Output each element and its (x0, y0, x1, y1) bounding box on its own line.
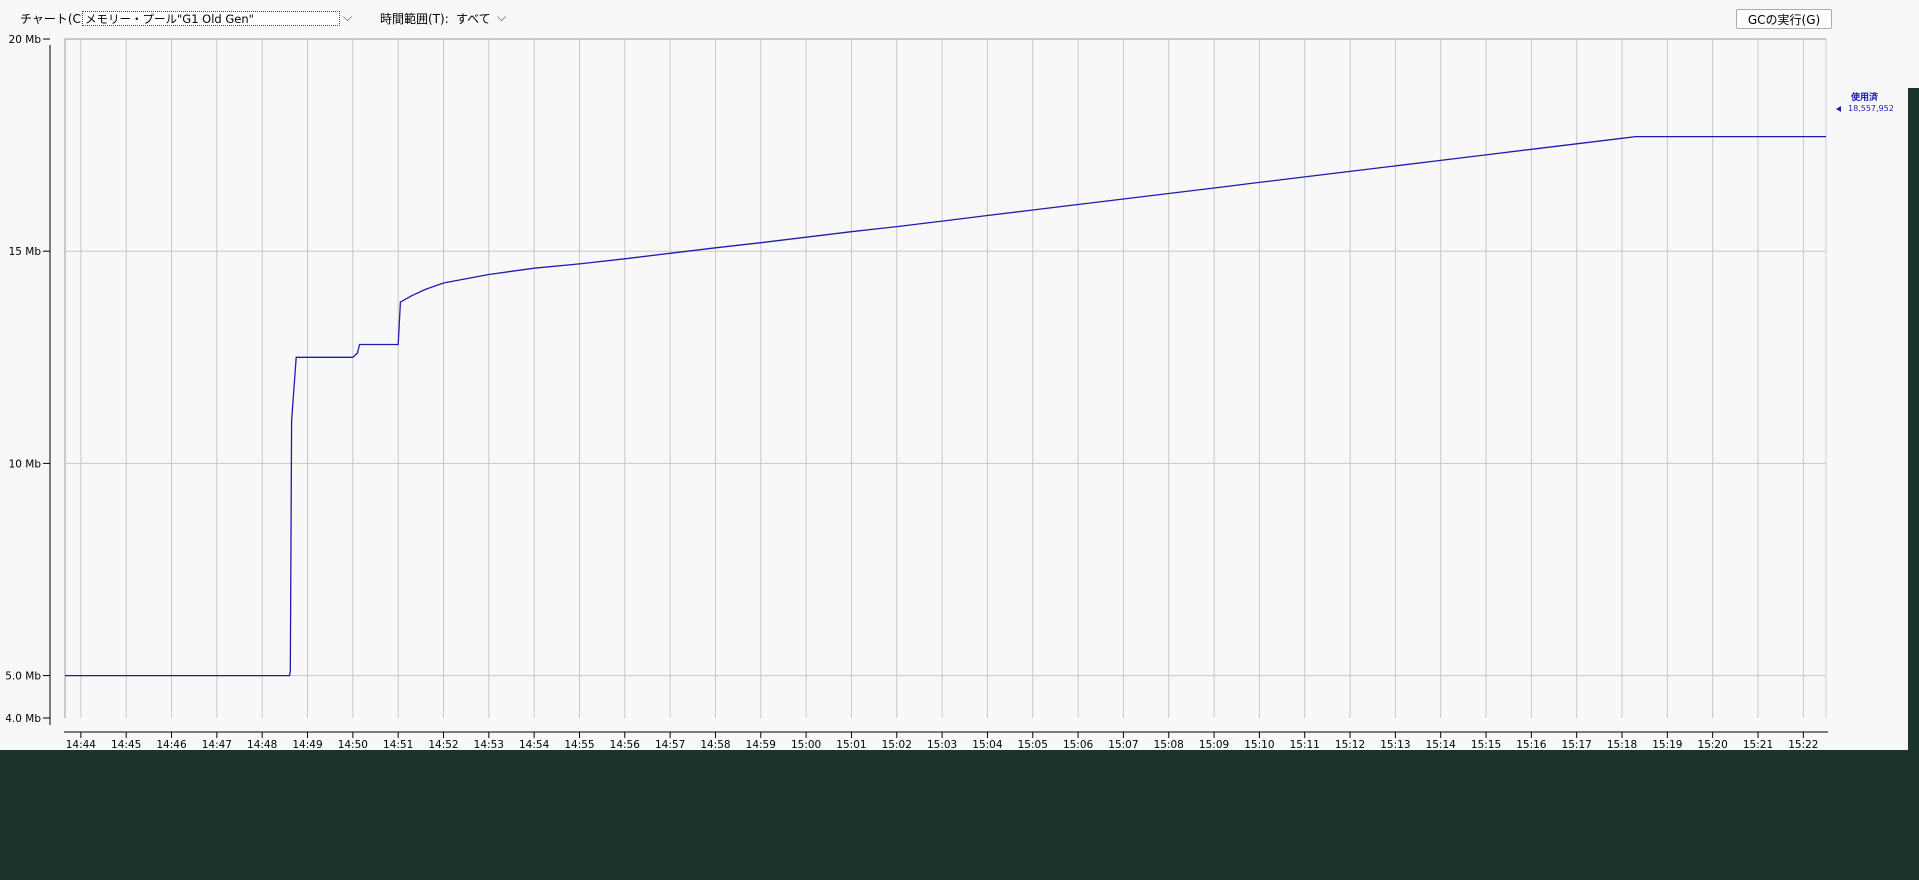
x-tick-label: 15:00 (791, 739, 821, 750)
x-tick-label: 14:47 (202, 739, 232, 750)
x-tick-label: 14:56 (610, 739, 641, 750)
x-tick-label: 15:19 (1652, 739, 1682, 750)
chart-selector-label: チャート(C): (20, 12, 90, 26)
x-tick-label: 15:18 (1607, 739, 1637, 750)
x-tick-label: 15:14 (1426, 739, 1457, 750)
x-tick-label: 14:45 (111, 739, 141, 750)
legend-current-value: 18,557,952 (1848, 104, 1894, 113)
chevron-down-icon[interactable]: ⌵ (343, 10, 353, 24)
x-tick-label: 15:22 (1788, 739, 1818, 750)
x-tick-label: 14:57 (655, 739, 685, 750)
x-tick-label: 15:20 (1698, 739, 1728, 750)
x-tick-label: 15:08 (1154, 739, 1184, 750)
x-tick-label: 15:15 (1471, 739, 1501, 750)
x-tick-label: 15:21 (1743, 739, 1773, 750)
triangle-left-icon (1836, 106, 1841, 112)
chevron-down-icon[interactable]: ⌵ (497, 10, 507, 24)
x-tick-label: 15:12 (1335, 739, 1365, 750)
x-tick-label: 15:13 (1380, 739, 1410, 750)
x-tick-label: 14:44 (66, 739, 97, 750)
x-tick-label: 15:17 (1562, 739, 1592, 750)
x-tick-label: 15:09 (1199, 739, 1229, 750)
x-tick-label: 14:48 (247, 739, 277, 750)
chart-selector-combobox[interactable]: メモリー・プール"G1 Old Gen" (82, 11, 340, 26)
x-tick-label: 15:16 (1516, 739, 1547, 750)
x-tick-label: 14:52 (428, 739, 458, 750)
y-tick-label: 5.0 Mb (5, 671, 41, 683)
x-tick-label: 14:50 (338, 739, 368, 750)
x-tick-label: 14:46 (156, 739, 187, 750)
y-tick-label: 10 Mb (9, 458, 42, 470)
x-tick-label: 15:06 (1063, 739, 1094, 750)
x-tick-label: 15:07 (1108, 739, 1138, 750)
y-axis-ticks: 4.0 Mb 5.0 Mb 10 Mb 15 Mb 20 Mb (5, 34, 50, 725)
window-edge (1908, 88, 1919, 750)
x-tick-label: 14:55 (564, 739, 594, 750)
memory-chart-panel: チャート(C): メモリー・プール"G1 Old Gen" ⌵ 時間範囲(T):… (0, 0, 1919, 750)
x-tick-label: 15:10 (1244, 739, 1274, 750)
legend-series-name: 使用済 (1850, 91, 1879, 103)
x-tick-label: 14:54 (519, 739, 550, 750)
x-tick-label: 14:51 (383, 739, 413, 750)
run-gc-button[interactable]: GCの実行(G) (1736, 9, 1832, 29)
series-line-used (65, 135, 1826, 677)
x-tick-label: 14:59 (746, 739, 776, 750)
time-range-combobox[interactable]: すべて (456, 12, 491, 26)
x-tick-label: 15:03 (927, 739, 957, 750)
y-tick-label: 20 Mb (9, 34, 42, 46)
x-tick-label: 15:05 (1018, 739, 1048, 750)
x-tick-label: 14:58 (700, 739, 730, 750)
vertical-gridlines (80, 39, 1804, 718)
x-tick-label: 15:01 (836, 739, 866, 750)
x-tick-label: 15:04 (972, 739, 1003, 750)
x-tick-label: 14:49 (292, 739, 322, 750)
horizontal-gridlines (65, 250, 1826, 677)
y-tick-label: 4.0 Mb (5, 713, 41, 725)
x-tick-label: 15:02 (882, 739, 912, 750)
x-tick-label: 15:11 (1290, 739, 1320, 750)
chart-toolbar: チャート(C): メモリー・プール"G1 Old Gen" ⌵ 時間範囲(T):… (0, 0, 1919, 40)
y-tick-label: 15 Mb (9, 246, 42, 258)
x-axis-ticks: 14:44 14:45 14:46 14:47 14:48 14:49 14:50 14:51… (66, 732, 1818, 750)
time-range-label: 時間範囲(T): (380, 12, 449, 26)
x-tick-label: 14:53 (474, 739, 504, 750)
